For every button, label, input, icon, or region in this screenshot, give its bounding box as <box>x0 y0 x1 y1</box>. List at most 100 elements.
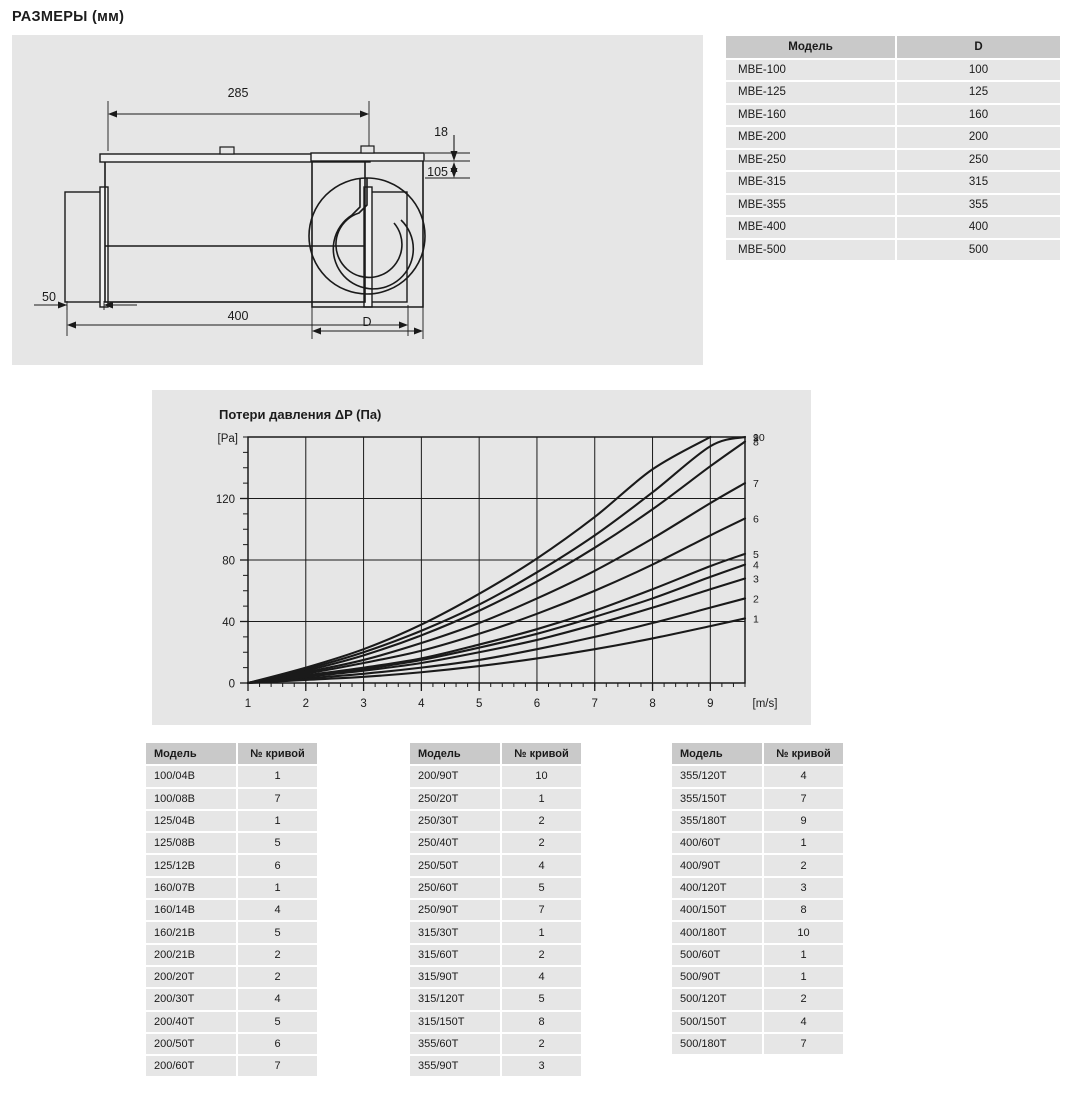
table-row: 250/20T 1 <box>410 787 581 811</box>
table-row: 200/40T 5 <box>146 1010 317 1034</box>
cell-curve-number: 7 <box>237 787 317 811</box>
table-row: 400/90T 2 <box>672 854 843 878</box>
y-axis-unit-label: [Pa] <box>218 433 238 445</box>
table-row: 160/07B 1 <box>146 876 317 901</box>
cell-model: 250/50T <box>410 854 502 878</box>
curve-label-6: 6 <box>753 513 759 525</box>
cell-model: 355/180T <box>672 809 764 834</box>
cell-model: 355/120T <box>672 765 764 789</box>
col-header-model: Модель <box>410 743 502 767</box>
cell-model: MBE-400 <box>726 216 897 240</box>
cell-curve-number: 5 <box>237 921 317 945</box>
table-row: 315/30T 1 <box>410 921 581 945</box>
cell-model: MBE-125 <box>726 81 897 105</box>
curve-7 <box>246 482 747 685</box>
table-row: 100/04B 1 <box>146 765 317 789</box>
cell-curve-number: 2 <box>501 943 581 967</box>
cell-model: MBE-315 <box>726 171 897 195</box>
x-tick-label: 7 <box>592 698 598 710</box>
cell-model: 400/180T <box>672 921 764 945</box>
cell-d: 500 <box>896 238 1060 262</box>
cell-curve-number: 3 <box>501 1055 581 1079</box>
cell-model: 400/90T <box>672 854 764 878</box>
cell-curve-number: 7 <box>237 1055 317 1079</box>
x-tick-label: 5 <box>476 698 482 710</box>
cell-curve-number: 8 <box>501 1010 581 1034</box>
table-row: MBE-100 100 <box>726 58 1060 82</box>
cell-curve-number: 4 <box>763 765 843 789</box>
table-row: 160/21B 5 <box>146 921 317 945</box>
table-row: 355/60T 2 <box>410 1032 581 1057</box>
cell-curve-number: 2 <box>237 965 317 990</box>
table-row: 160/14B 4 <box>146 899 317 923</box>
cell-curve-number: 1 <box>763 832 843 856</box>
dimension-table: Модель D MBE-100 100 MBE-125 125 MBE-160 160 M… <box>726 36 1060 262</box>
cell-d: 200 <box>896 126 1060 150</box>
curve-label-10: 10 <box>753 432 765 444</box>
table-row: 200/30T 4 <box>146 988 317 1012</box>
cell-curve-number: 2 <box>501 1032 581 1057</box>
cell-curve-number: 2 <box>237 943 317 967</box>
table-row: MBE-400 400 <box>726 216 1060 240</box>
pressure-loss-chart-panel: Потери давления ΔP (Па) 1 2 3 4 5 6 7 8 9 [m/s] 0 4… <box>152 390 811 725</box>
table-row: 200/20T 2 <box>146 965 317 990</box>
cell-model: 125/12B <box>146 854 238 878</box>
table-row: MBE-250 250 <box>726 148 1060 172</box>
table-row: MBE-355 355 <box>726 193 1060 217</box>
cell-curve-number: 7 <box>763 1032 843 1057</box>
table-header-row: Модель D <box>726 36 1060 60</box>
page-title: РАЗМЕРЫ (мм) <box>12 9 125 25</box>
col-header-d: D <box>896 36 1060 60</box>
cell-d: 315 <box>896 171 1060 195</box>
cell-model: 250/60T <box>410 876 502 901</box>
curve-5 <box>246 552 747 685</box>
table-row: 125/12B 6 <box>146 854 317 878</box>
table-row: MBE-200 200 <box>726 126 1060 150</box>
table-row: 400/180T 10 <box>672 921 843 945</box>
cell-model: 200/90T <box>410 765 502 789</box>
cell-curve-number: 5 <box>501 876 581 901</box>
table-row: 200/90T 10 <box>410 765 581 789</box>
cell-curve-number: 3 <box>763 876 843 901</box>
cell-model: 160/21B <box>146 921 238 945</box>
cell-model: 250/40T <box>410 832 502 856</box>
table-row: 250/60T 5 <box>410 876 581 901</box>
x-tick-label: 3 <box>360 698 366 710</box>
table-row: 250/90T 7 <box>410 899 581 923</box>
y-tick-label: 80 <box>222 556 235 568</box>
curve-table-2: Модель № кривой 200/90T 10 250/20T 1 250/30T… <box>410 743 581 1079</box>
table-row: 315/150T 8 <box>410 1010 581 1034</box>
table-row: 355/150T 7 <box>672 787 843 811</box>
curve-label-2: 2 <box>753 593 759 605</box>
table-row: 200/60T 7 <box>146 1055 317 1079</box>
curve-label-3: 3 <box>753 573 759 585</box>
cell-curve-number: 4 <box>763 1010 843 1034</box>
x-tick-label: 1 <box>245 698 251 710</box>
dim-105-label: 105 <box>427 165 448 179</box>
x-tick-label: 6 <box>534 698 540 710</box>
cell-curve-number: 1 <box>763 965 843 990</box>
table-row: 400/120T 3 <box>672 876 843 901</box>
curve-4 <box>246 563 747 685</box>
table-row: 250/40T 2 <box>410 832 581 856</box>
cell-model: 400/150T <box>672 899 764 923</box>
curve-label-8: 8 <box>753 437 759 449</box>
col-header-curve: № кривой <box>763 743 843 767</box>
table-row: 250/50T 4 <box>410 854 581 878</box>
col-header-model: Модель <box>146 743 238 767</box>
cell-curve-number: 7 <box>763 787 843 811</box>
cell-model: MBE-200 <box>726 126 897 150</box>
cell-curve-number: 2 <box>501 809 581 834</box>
table-row: 100/08B 7 <box>146 787 317 811</box>
cell-model: 500/90T <box>672 965 764 990</box>
table-row: 500/180T 7 <box>672 1032 843 1057</box>
dimensions-drawing-panel: 285 400 50 <box>12 35 703 365</box>
cell-model: MBE-160 <box>726 103 897 127</box>
cell-curve-number: 6 <box>237 854 317 878</box>
y-tick-label: 0 <box>229 679 235 691</box>
cell-d: 400 <box>896 216 1060 240</box>
table-row: 500/90T 1 <box>672 965 843 990</box>
curve-table-3: Модель № кривой 355/120T 4 355/150T 7 355/18… <box>672 743 843 1057</box>
x-tick-label: 2 <box>303 698 309 710</box>
table-header-row: Модель № кривой <box>410 743 581 767</box>
